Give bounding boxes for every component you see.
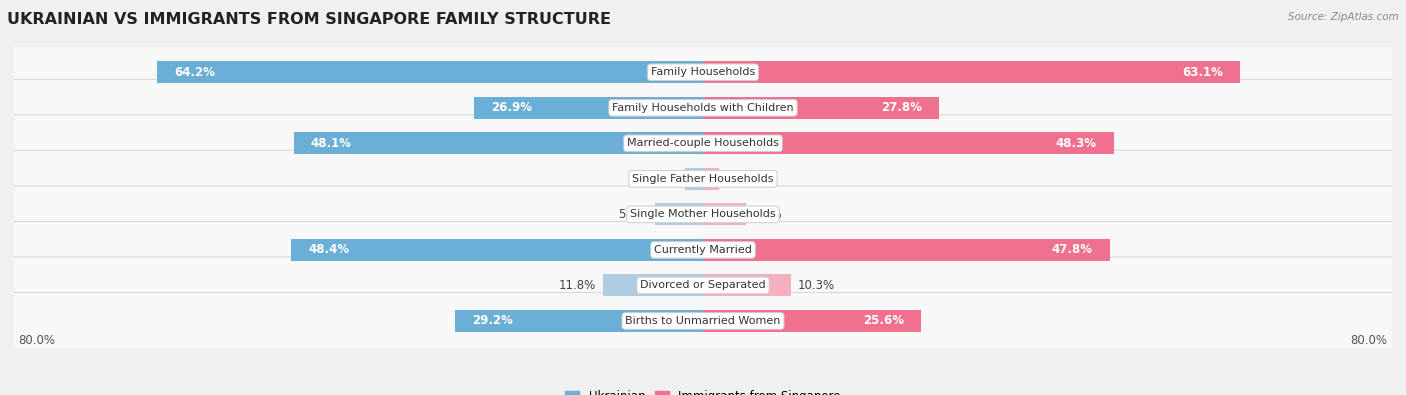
Text: 47.8%: 47.8% [1052, 243, 1092, 256]
FancyBboxPatch shape [11, 150, 1395, 207]
FancyBboxPatch shape [11, 44, 1395, 101]
Bar [703, 310, 921, 332]
Text: 26.9%: 26.9% [491, 101, 533, 114]
Text: Single Mother Households: Single Mother Households [630, 209, 776, 219]
FancyBboxPatch shape [11, 222, 1395, 278]
FancyBboxPatch shape [11, 257, 1395, 314]
Bar [157, 61, 703, 83]
Text: 11.8%: 11.8% [558, 279, 596, 292]
Text: 80.0%: 80.0% [18, 333, 55, 346]
Text: 63.1%: 63.1% [1182, 66, 1223, 79]
Bar [703, 97, 939, 119]
Text: Single Father Households: Single Father Households [633, 174, 773, 184]
Text: Family Households: Family Households [651, 67, 755, 77]
Text: Divorced or Separated: Divorced or Separated [640, 280, 766, 290]
Text: 5.0%: 5.0% [752, 208, 782, 221]
Bar [703, 168, 718, 190]
Text: UKRAINIAN VS IMMIGRANTS FROM SINGAPORE FAMILY STRUCTURE: UKRAINIAN VS IMMIGRANTS FROM SINGAPORE F… [7, 12, 612, 27]
Bar [294, 132, 703, 154]
Text: 48.4%: 48.4% [308, 243, 350, 256]
Text: 1.9%: 1.9% [725, 172, 756, 185]
FancyBboxPatch shape [11, 79, 1395, 136]
Text: 48.3%: 48.3% [1056, 137, 1097, 150]
Text: Family Households with Children: Family Households with Children [612, 103, 794, 113]
Bar [603, 275, 703, 296]
Text: Births to Unmarried Women: Births to Unmarried Women [626, 316, 780, 326]
Bar [291, 239, 703, 261]
FancyBboxPatch shape [11, 186, 1395, 243]
Text: 27.8%: 27.8% [882, 101, 922, 114]
Text: 29.2%: 29.2% [471, 314, 513, 327]
Text: 48.1%: 48.1% [311, 137, 352, 150]
Legend: Ukrainian, Immigrants from Singapore: Ukrainian, Immigrants from Singapore [561, 385, 845, 395]
Bar [685, 168, 703, 190]
Text: 2.1%: 2.1% [648, 172, 678, 185]
Text: 64.2%: 64.2% [174, 66, 215, 79]
Text: 5.7%: 5.7% [619, 208, 648, 221]
Bar [703, 61, 1240, 83]
Bar [655, 203, 703, 226]
FancyBboxPatch shape [11, 293, 1395, 349]
Bar [703, 132, 1114, 154]
Text: Source: ZipAtlas.com: Source: ZipAtlas.com [1288, 12, 1399, 22]
Bar [454, 310, 703, 332]
Bar [703, 239, 1109, 261]
Bar [703, 203, 745, 226]
Text: Married-couple Households: Married-couple Households [627, 138, 779, 148]
Text: Currently Married: Currently Married [654, 245, 752, 255]
Text: 80.0%: 80.0% [1351, 333, 1388, 346]
Bar [703, 275, 790, 296]
FancyBboxPatch shape [11, 115, 1395, 172]
Bar [474, 97, 703, 119]
Text: 25.6%: 25.6% [863, 314, 904, 327]
Text: 10.3%: 10.3% [797, 279, 835, 292]
